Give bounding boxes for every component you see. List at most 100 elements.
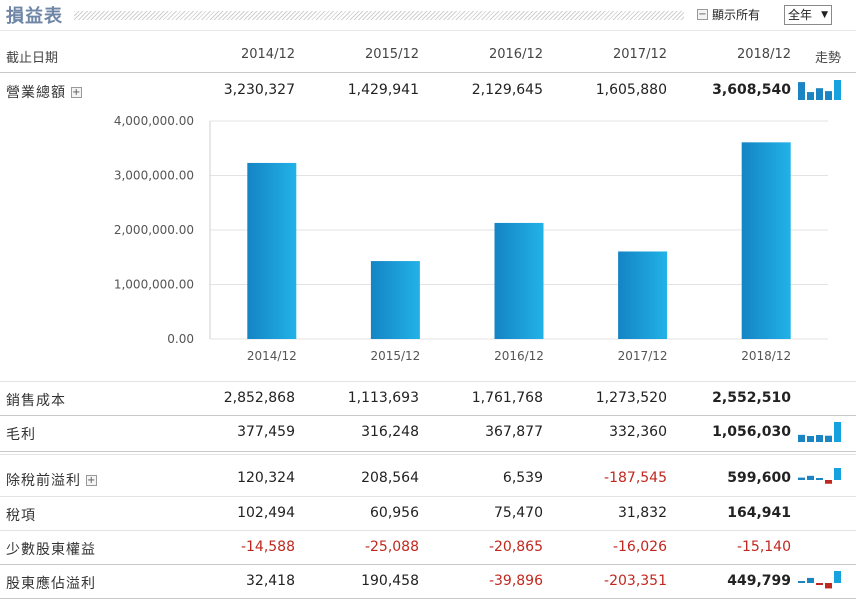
period-select-value: 全年 xyxy=(788,8,813,22)
bar[interactable] xyxy=(741,142,791,339)
cell-value: 75,470 xyxy=(494,505,543,521)
cell-value: 3,230,327 xyxy=(223,82,295,98)
row-label: 除稅前溢利 + xyxy=(6,473,97,489)
cell-value: 1,429,941 xyxy=(347,82,419,98)
table-row[interactable]: 股東應佔溢利 32,418 190,458 -39,896 -203,351 4… xyxy=(0,565,856,598)
bar[interactable] xyxy=(494,222,544,339)
table-row[interactable]: 營業總額 + 3,230,327 1,429,941 2,129,645 1,60… xyxy=(0,74,856,107)
sparkline-bar xyxy=(816,583,823,585)
expand-icon[interactable]: + xyxy=(86,474,97,486)
show-all-label: 顯示所有 xyxy=(712,8,761,22)
cell-value: -16,026 xyxy=(612,539,667,555)
chevron-down-icon: ▼ xyxy=(821,10,828,20)
cell-value: 1,056,030 xyxy=(712,424,791,440)
cell-value: 332,360 xyxy=(609,424,667,440)
row-separator xyxy=(0,72,856,73)
row-separator xyxy=(0,415,856,416)
x-tick-label: 2017/12 xyxy=(618,349,668,363)
y-tick-label: 3,000,000.00 xyxy=(114,169,194,183)
period-select[interactable]: 全年 ▼ xyxy=(784,5,832,25)
x-tick-label: 2014/12 xyxy=(247,349,297,363)
cell-value: -20,865 xyxy=(488,539,543,555)
sparkline-bar xyxy=(807,92,814,100)
period-header: 2016/12 xyxy=(488,47,543,62)
period-header: 2014/12 xyxy=(240,47,295,62)
cell-value: 190,458 xyxy=(361,573,419,589)
cell-value: -15,140 xyxy=(736,539,791,555)
cell-value: -25,088 xyxy=(364,539,419,555)
sparkline-bar xyxy=(798,477,805,480)
row-separator xyxy=(0,564,856,565)
y-tick-label: 2,000,000.00 xyxy=(114,223,194,237)
sparkline[interactable] xyxy=(798,571,842,591)
y-tick-label: 4,000,000.00 xyxy=(114,114,194,128)
cell-value: -39,896 xyxy=(488,573,543,589)
cell-value: 208,564 xyxy=(361,470,419,486)
sparkline-bar xyxy=(825,91,832,100)
cell-value: 367,877 xyxy=(485,424,543,440)
bar[interactable] xyxy=(618,251,668,339)
cell-value: 1,761,768 xyxy=(471,390,543,406)
date-column-header: 截止日期 xyxy=(6,51,59,66)
row-separator xyxy=(0,381,856,382)
cell-value: -187,545 xyxy=(604,470,667,486)
cell-value: 2,852,868 xyxy=(223,390,295,406)
cell-value: 1,273,520 xyxy=(595,390,667,406)
sparkline-bar xyxy=(816,435,823,442)
row-label: 營業總額 + xyxy=(6,85,82,101)
cell-value: 102,494 xyxy=(237,505,295,521)
sparkline-bar xyxy=(834,80,841,100)
table-row[interactable]: 少數股東權益 -14,588 -25,088 -20,865 -16,026 -… xyxy=(0,531,856,564)
cell-value: 164,941 xyxy=(727,505,791,521)
row-label: 稅項 xyxy=(6,508,36,524)
period-header: 2017/12 xyxy=(612,47,667,62)
sparkline-bar xyxy=(798,434,805,442)
sparkline-bar xyxy=(807,436,814,442)
sparkline-bar xyxy=(834,468,841,480)
page-title: 損益表 xyxy=(6,6,63,27)
table-row[interactable]: 稅項 102,494 60,956 75,470 31,832 164,941 xyxy=(0,497,856,530)
show-all-toggle[interactable]: − 顯示所有 xyxy=(697,6,760,23)
header-separator xyxy=(0,30,856,31)
row-label: 少數股東權益 xyxy=(6,542,96,558)
table-row[interactable]: 銷售成本 2,852,868 1,113,693 1,761,768 1,273… xyxy=(0,382,856,415)
sparkline-bar xyxy=(825,435,832,442)
cell-value: 2,552,510 xyxy=(712,390,791,406)
sparkline[interactable] xyxy=(798,468,842,488)
cell-value: -14,588 xyxy=(240,539,295,555)
row-label: 股東應佔溢利 xyxy=(6,576,96,592)
sparkline-bar xyxy=(834,422,841,442)
cell-value: 2,129,645 xyxy=(471,82,543,98)
row-separator xyxy=(0,530,856,531)
collapse-icon[interactable]: − xyxy=(697,9,708,20)
bar[interactable] xyxy=(370,261,420,339)
cell-value: 449,799 xyxy=(727,573,791,589)
cell-value: 1,113,693 xyxy=(347,390,419,406)
x-tick-label: 2016/12 xyxy=(494,349,544,363)
section-separator xyxy=(0,451,856,452)
title-decoration xyxy=(74,11,684,20)
period-header: 2018/12 xyxy=(736,47,791,62)
cell-value: 3,608,540 xyxy=(712,82,791,98)
cell-value: 6,539 xyxy=(502,470,543,486)
table-row[interactable]: 毛利 377,459 316,248 367,877 332,360 1,056… xyxy=(0,416,856,449)
cell-value: 120,324 xyxy=(237,470,295,486)
x-tick-label: 2018/12 xyxy=(741,349,791,363)
sparkline-bar xyxy=(798,82,805,100)
table-row[interactable]: 除稅前溢利 + 120,324 208,564 6,539 -187,545 59… xyxy=(0,462,856,495)
sparkline-bar xyxy=(825,480,832,484)
sparkline[interactable] xyxy=(798,80,842,100)
cell-value: -203,351 xyxy=(604,573,667,589)
cell-value: 31,832 xyxy=(618,505,667,521)
cell-value: 32,418 xyxy=(246,573,295,589)
bar[interactable] xyxy=(247,162,297,339)
sparkline[interactable] xyxy=(798,422,842,442)
sparkline-bar xyxy=(816,88,823,100)
cell-value: 599,600 xyxy=(727,470,791,486)
row-separator xyxy=(0,496,856,497)
cell-value: 60,956 xyxy=(370,505,419,521)
expand-icon[interactable]: + xyxy=(71,86,82,98)
sparkline-bar xyxy=(798,581,805,583)
sparkline-bar xyxy=(834,571,841,583)
cell-value: 1,605,880 xyxy=(595,82,667,98)
